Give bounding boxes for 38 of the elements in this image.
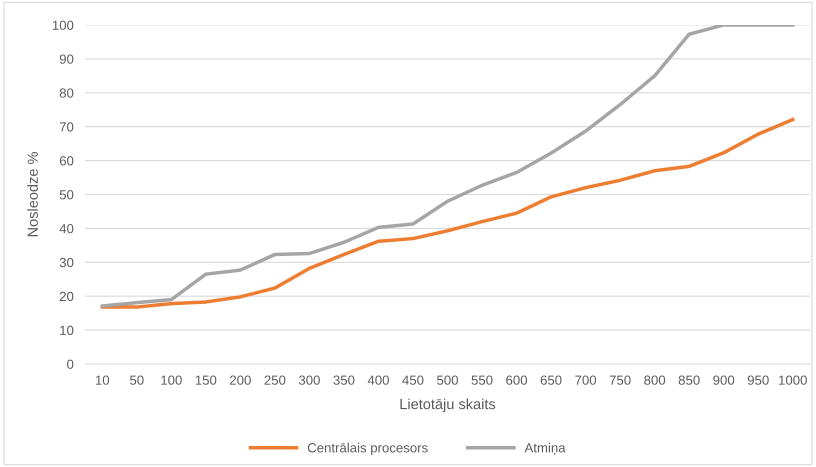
x-tick-label: 650 <box>540 375 562 385</box>
x-tick-label: 50 <box>130 375 144 385</box>
x-tick-label: 900 <box>713 375 734 385</box>
line-series <box>100 25 794 308</box>
x-tick-label: 700 <box>575 375 596 385</box>
y-tick-label: 50 <box>60 190 74 200</box>
x-tick-label: 100 <box>161 375 182 385</box>
y-tick-label: 70 <box>60 122 74 132</box>
x-tick-label: 1000 <box>779 375 807 385</box>
y-axis-title: Nosleodze % <box>27 152 38 236</box>
y-tick-label: 40 <box>60 224 74 234</box>
x-tick-label: 850 <box>678 375 700 385</box>
x-tick-label: 550 <box>472 375 493 385</box>
x-tick-label: 250 <box>264 375 286 385</box>
y-tick-label: 90 <box>60 54 74 64</box>
y-tick-label: 100 <box>52 20 74 30</box>
legend-label: Centrālais procesors <box>308 442 428 456</box>
line-series <box>100 118 794 309</box>
x-tick-label: 200 <box>230 375 251 385</box>
legend-label: Atmiņa <box>524 442 566 456</box>
x-tick-label: 450 <box>402 375 424 385</box>
x-tick-label: 500 <box>437 375 458 385</box>
x-axis-title: Lietotāju skaits <box>400 398 496 412</box>
x-tick-label: 150 <box>196 375 216 385</box>
x-tick-label: 950 <box>748 375 769 385</box>
y-tick-label: 0 <box>67 360 74 369</box>
y-tick-label: 30 <box>60 258 74 268</box>
x-tick-label: 800 <box>644 375 666 385</box>
x-tick-label: 350 <box>333 375 354 385</box>
x-tick-label: 400 <box>368 375 389 385</box>
y-tick-label: 80 <box>60 88 74 98</box>
y-tick-label: 60 <box>60 156 74 166</box>
x-tick-label: 600 <box>506 375 528 385</box>
x-tick-label: 300 <box>298 375 320 385</box>
x-tick-label: 750 <box>610 375 631 385</box>
y-tick-label: 10 <box>60 326 74 336</box>
x-tick-label: 10 <box>96 375 110 385</box>
y-tick-label: 20 <box>60 292 74 302</box>
